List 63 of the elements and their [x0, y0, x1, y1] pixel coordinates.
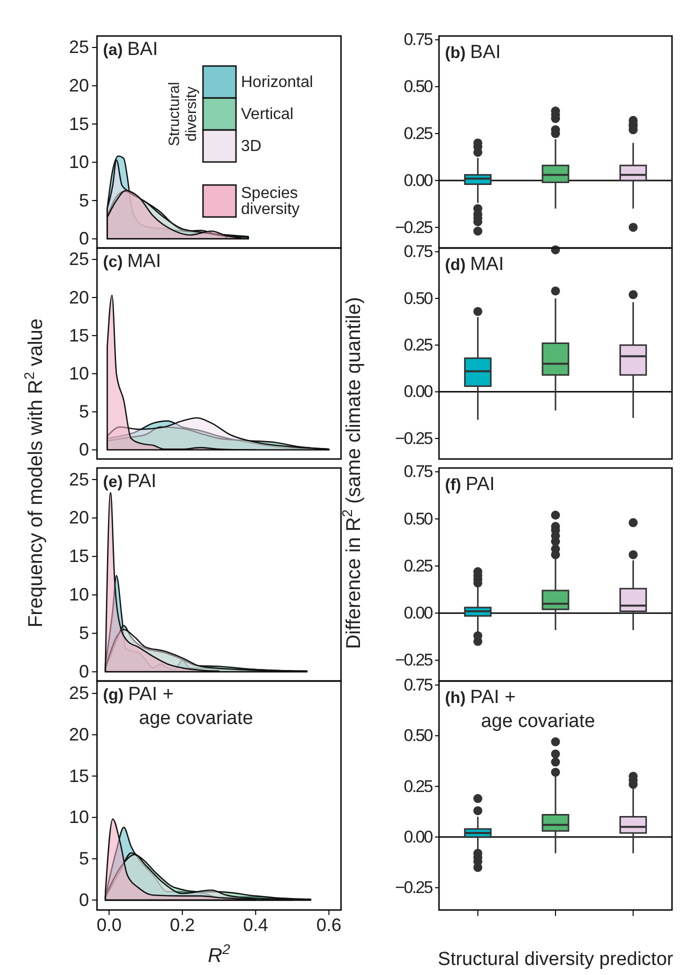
y-tick-label: −0.25 — [394, 650, 433, 670]
y-tick-label: −0.25 — [394, 218, 433, 237]
y-tick-label: 25 — [68, 469, 89, 490]
y-tick-label: 0.25 — [404, 556, 433, 576]
chart-title: (d) MAI — [445, 254, 504, 275]
x-tick-label: 0.4 — [243, 914, 268, 935]
y-tick-label: 0 — [78, 890, 89, 910]
y-tick-label: 5 — [78, 402, 89, 422]
legend-label: Species diversity — [241, 185, 300, 218]
y-tick-label: 0.50 — [404, 288, 433, 308]
x-tick-label: 0.2 — [170, 914, 195, 935]
x-tick-label: 0.6 — [316, 914, 342, 935]
y-tick-label: −0.25 — [394, 878, 433, 898]
y-tick-label: 20 — [68, 724, 89, 744]
y-tick-label: 0.50 — [404, 509, 433, 528]
x-axis-title: R$^{2}$ — [208, 941, 230, 967]
x-axis-title: Structural diversity predictor — [438, 949, 674, 970]
y-tick-label: 25 — [68, 249, 89, 270]
y-tick-label: 0 — [78, 440, 89, 460]
y-tick-label: 0.25 — [404, 124, 433, 143]
y-tick-label: 10 — [68, 584, 89, 605]
legend-label: 3D — [241, 138, 262, 155]
y-tick-label: 0.50 — [404, 77, 433, 96]
y-tick-label: 5 — [78, 190, 89, 210]
legend-label: Vertical — [241, 106, 294, 123]
y-tick-label: 0.75 — [404, 675, 433, 694]
y-tick-label: 15 — [68, 546, 89, 566]
y-tick-label: −0.25 — [394, 428, 433, 448]
y-tick-label: 10 — [68, 152, 89, 172]
chart-title: (a) BAI — [103, 39, 158, 60]
y-tick-label: 0 — [78, 662, 89, 682]
y-tick-label: 20 — [68, 287, 89, 308]
y-tick-label: 0.25 — [404, 776, 433, 796]
y-tick-label: 20 — [68, 76, 89, 96]
chart-title: (f) PAI — [445, 474, 495, 495]
y-tick-label: 0.75 — [404, 462, 433, 482]
y-tick-label: 5 — [78, 623, 89, 644]
y-tick-label: 10 — [68, 807, 89, 828]
y-tick-label: 15 — [68, 114, 89, 134]
y-tick-label: 0.00 — [404, 604, 433, 623]
x-tick-label: 0.0 — [96, 914, 122, 935]
y-tick-label: 0.00 — [404, 170, 433, 190]
y-tick-label: 10 — [68, 363, 89, 384]
y-tick-label: 0 — [78, 228, 89, 249]
y-tick-label: 20 — [68, 508, 89, 528]
y-tick-label: 5 — [78, 848, 89, 869]
chart-title: (c) MAI — [103, 251, 161, 272]
chart-title: (e) PAI — [103, 471, 156, 492]
legend-title: Structural diversity — [166, 82, 200, 146]
y-tick-label: 0.50 — [404, 726, 433, 746]
y-tick-label: 0.75 — [404, 242, 433, 262]
y-tick-label: 0.75 — [404, 30, 433, 50]
y-tick-label: 25 — [68, 683, 89, 704]
y-tick-label: 15 — [68, 325, 89, 346]
y-tick-label: 15 — [68, 766, 89, 786]
y-tick-label: 0.00 — [404, 827, 433, 846]
legend-label: Horizontal — [241, 74, 314, 91]
y-tick-label: 25 — [68, 37, 89, 58]
text: (g) PAI + age covariate — [103, 684, 254, 729]
y-tick-label: 0.00 — [404, 382, 433, 402]
y-tick-label: 0.25 — [404, 336, 433, 355]
chart-title: (b) BAI — [445, 42, 501, 63]
text: (h) PAI + age covariate — [445, 687, 596, 732]
